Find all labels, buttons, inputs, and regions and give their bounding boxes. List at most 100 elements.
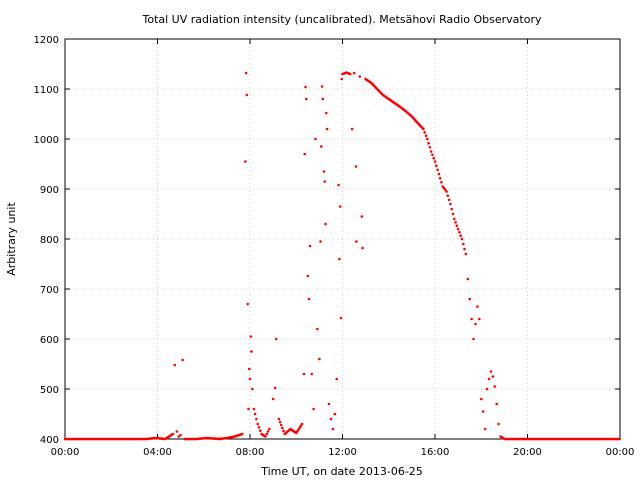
data-point [303,152,307,156]
data-point [447,198,451,202]
data-point [454,221,457,224]
x-tick-label: 04:00 [143,447,172,458]
data-point [497,422,500,426]
data-point [338,205,342,208]
y-tick-label: 1200 [34,35,59,46]
data-point [244,160,247,163]
data-point [432,156,436,160]
y-tick-label: 400 [40,435,59,446]
data-point [358,75,362,78]
grid [65,39,620,439]
data-point [265,432,269,436]
data-point [491,375,495,378]
data-point [247,407,250,411]
data-point [480,397,483,401]
data-point [335,377,339,381]
data-point [333,412,337,416]
data-point [435,164,438,167]
y-tick-label: 600 [40,335,59,346]
data-point [255,417,258,421]
data-point [451,212,455,216]
data-point [431,153,434,157]
data-point [302,372,306,376]
data-point [493,385,497,388]
data-point [460,237,464,241]
data-point [489,370,493,373]
data-point [304,85,307,89]
data-point [325,127,329,131]
data-point [462,242,465,246]
data-point [271,397,275,401]
data-point [360,215,364,218]
data-point [428,146,432,149]
data-point [478,317,481,321]
data-point [456,227,460,231]
data-point [279,423,283,427]
data-point [449,202,452,206]
data-point [474,322,477,326]
data-point [320,85,324,88]
data-point [324,222,327,226]
data-point [348,72,352,76]
data-point [247,367,251,371]
data-point [453,217,456,221]
x-tick-label: 12:00 [328,447,357,458]
x-tick-label: 20:00 [513,447,542,458]
data-point [455,224,459,227]
data-point [273,386,277,390]
data-point [481,410,485,413]
data-point [445,190,448,193]
data-point [244,71,248,75]
data-point [463,247,466,251]
data-point [427,141,430,145]
x-axis-label: Time UT, on date 2013-06-25 [260,465,423,478]
data-point [487,377,491,381]
data-point [350,127,354,131]
data-point [175,430,179,433]
data-point [316,327,319,331]
data-point [464,252,468,256]
chart-title: Total UV radiation intensity (uncalibrat… [142,13,542,26]
data-point [340,77,344,81]
data-point [181,358,184,362]
data-point [245,93,249,97]
data-point [257,426,261,429]
data-point [282,429,285,433]
data-point [266,430,270,433]
data-point [338,257,341,261]
data-point [355,240,358,243]
data-point [424,134,428,137]
y-tick-label: 800 [40,235,59,246]
data-point [446,194,450,197]
x-tick-label: 16:00 [421,447,450,458]
data-point [329,417,333,421]
y-axis-label: Arbitrary unit [5,202,18,276]
data-point [618,437,621,441]
data-point [327,402,331,406]
data-point [429,150,433,153]
data-point [312,407,315,411]
data-point [246,302,249,306]
data-point [256,422,260,426]
data-point [422,127,425,131]
data-point [318,357,321,361]
data-point [173,363,177,367]
y-tick-label: 500 [40,385,59,396]
data-point [310,372,314,376]
data-point [423,131,427,134]
data-point [438,176,442,180]
data-point [268,427,271,431]
y-tick-label: 1100 [34,85,59,96]
data-point [171,432,175,436]
y-tick-label: 700 [40,285,59,296]
data-point [458,231,461,234]
data-point [250,350,253,353]
data-point [354,165,358,168]
data-point [278,420,282,424]
data-point [249,335,253,338]
data-point [450,207,454,211]
data-point [300,422,304,426]
data-point [179,433,182,437]
data-point [433,160,437,163]
